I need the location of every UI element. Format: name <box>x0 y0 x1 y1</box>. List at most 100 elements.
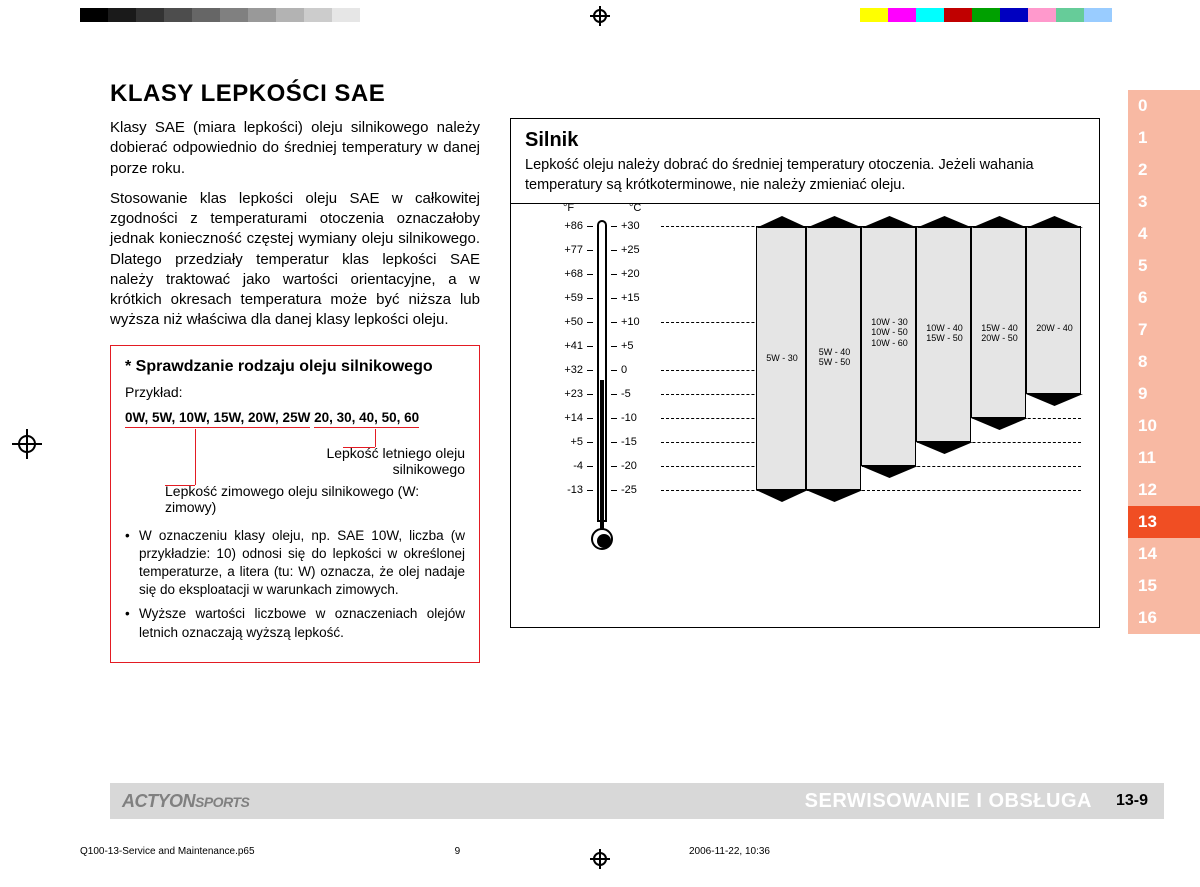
chapter-tab-0[interactable]: 0 <box>1128 90 1200 122</box>
chapter-tab-9[interactable]: 9 <box>1128 378 1200 410</box>
viscosity-bar: 5W - 30 <box>756 226 806 490</box>
gray-swatch <box>248 8 276 22</box>
chapter-tab-16[interactable]: 16 <box>1128 602 1200 634</box>
source-filename: Q100-13-Service and Maintenance.p65 <box>80 846 255 857</box>
chapter-tab-13[interactable]: 13 <box>1128 506 1200 538</box>
viscosity-label: 20W - 40 <box>1029 323 1080 333</box>
chart-description: Lepkość oleju należy dobrać do średniej … <box>511 156 1099 203</box>
chapter-tab-8[interactable]: 8 <box>1128 346 1200 378</box>
viscosity-bar: 10W - 3010W - 5010W - 60 <box>861 226 916 466</box>
temp-f-label: -4 <box>543 460 583 472</box>
summer-grades: 20, 30, 40, 50, 60 <box>314 410 419 428</box>
temp-c-label: 0 <box>621 364 661 376</box>
thermometer-icon <box>591 220 613 550</box>
chapter-tab-11[interactable]: 11 <box>1128 442 1200 474</box>
crosshair-bottom <box>590 849 610 869</box>
gray-swatch <box>332 8 360 22</box>
color-bar <box>860 8 1140 22</box>
legend-diagram: Lepkość letniego oleju silnikowego Lepko… <box>125 429 465 519</box>
crosshair-left <box>12 429 42 459</box>
viscosity-label: 15W - 4020W - 50 <box>974 323 1025 344</box>
note-2: Wyższe wartości liczbowe w oznaczeniach … <box>125 605 465 641</box>
viscosity-bar: 20W - 40 <box>1026 226 1081 394</box>
viscosity-label: 10W - 3010W - 5010W - 60 <box>864 317 915 348</box>
chapter-tab-12[interactable]: 12 <box>1128 474 1200 506</box>
temp-c-label: +20 <box>621 268 661 280</box>
crosshair-top <box>590 6 610 26</box>
viscosity-chart: °F °C +86+30+77+25+68+20+59+15+50+10+41+… <box>521 214 1089 617</box>
print-metadata: Q100-13-Service and Maintenance.p65 9 20… <box>80 846 1140 857</box>
page-number: 13-9 <box>1116 792 1148 810</box>
page-title: KLASY LEPKOŚCI SAE <box>110 80 1100 108</box>
viscosity-bar: 5W - 405W - 50 <box>806 226 861 490</box>
temp-c-label: +5 <box>621 340 661 352</box>
chapter-tab-14[interactable]: 14 <box>1128 538 1200 570</box>
chapter-tab-6[interactable]: 6 <box>1128 282 1200 314</box>
color-swatch <box>1028 8 1056 22</box>
oil-notes: W oznaczeniu klasy oleju, np. SAE 10W, l… <box>125 527 465 642</box>
unit-celsius: °C <box>629 202 641 214</box>
example-label: Przykład: <box>125 384 465 400</box>
oil-check-box: * Sprawdzanie rodzaju oleju silnikowego … <box>110 345 480 663</box>
temp-c-label: +15 <box>621 292 661 304</box>
temp-f-label: +5 <box>543 436 583 448</box>
chapter-tab-2[interactable]: 2 <box>1128 154 1200 186</box>
color-swatch <box>888 8 916 22</box>
temp-c-label: +30 <box>621 220 661 232</box>
legend-winter: Lepkość zimowego oleju silnikowego (W: z… <box>165 483 465 515</box>
temp-f-label: +32 <box>543 364 583 376</box>
right-column: Silnik Lepkość oleju należy dobrać do śr… <box>510 118 1100 663</box>
viscosity-label: 5W - 405W - 50 <box>809 347 860 368</box>
gray-swatch <box>192 8 220 22</box>
temp-c-label: +25 <box>621 244 661 256</box>
temp-c-label: -20 <box>621 460 661 472</box>
temp-f-label: +59 <box>543 292 583 304</box>
gray-swatch <box>220 8 248 22</box>
viscosity-label: 5W - 30 <box>759 353 805 363</box>
temp-f-label: +68 <box>543 268 583 280</box>
gray-swatch <box>80 8 108 22</box>
color-swatch <box>1000 8 1028 22</box>
viscosity-bar: 10W - 4015W - 50 <box>916 226 971 442</box>
chapter-tab-3[interactable]: 3 <box>1128 186 1200 218</box>
chapter-tab-7[interactable]: 7 <box>1128 314 1200 346</box>
temp-c-label: +10 <box>621 316 661 328</box>
gray-swatch <box>360 8 388 22</box>
temp-c-label: -10 <box>621 412 661 424</box>
color-swatch <box>1084 8 1112 22</box>
chapter-tab-10[interactable]: 10 <box>1128 410 1200 442</box>
intro-para-1: Klasy SAE (miara lepkości) oleju silniko… <box>110 118 480 179</box>
temp-c-label: -25 <box>621 484 661 496</box>
viscosity-label: 10W - 4015W - 50 <box>919 323 970 344</box>
color-swatch <box>1112 8 1140 22</box>
intro-para-2: Stosowanie klas lepkości oleju SAE w cał… <box>110 189 480 331</box>
gray-swatch <box>136 8 164 22</box>
winter-grades: 0W, 5W, 10W, 15W, 20W, 25W <box>125 410 310 428</box>
temp-f-label: +14 <box>543 412 583 424</box>
temp-f-label: +23 <box>543 388 583 400</box>
source-page: 9 <box>455 846 461 857</box>
gray-swatch <box>304 8 332 22</box>
left-column: Klasy SAE (miara lepkości) oleju silniko… <box>110 118 480 663</box>
oil-check-title: * Sprawdzanie rodzaju oleju silnikowego <box>125 358 465 376</box>
temp-f-label: +77 <box>543 244 583 256</box>
viscosity-grades: 0W, 5W, 10W, 15W, 20W, 25W 20, 30, 40, 5… <box>125 410 465 425</box>
unit-fahrenheit: °F <box>563 202 574 214</box>
viscosity-bar: 15W - 4020W - 50 <box>971 226 1026 418</box>
grayscale-bar <box>80 8 388 22</box>
temp-c-label: -5 <box>621 388 661 400</box>
gray-swatch <box>164 8 192 22</box>
temp-f-label: +41 <box>543 340 583 352</box>
chapter-tab-4[interactable]: 4 <box>1128 218 1200 250</box>
temp-f-label: +86 <box>543 220 583 232</box>
page-footer-bar: ACTYONSPORTS SERWISOWANIE I OBSŁUGA 13-9 <box>110 783 1164 819</box>
color-swatch <box>972 8 1000 22</box>
chapter-tab-5[interactable]: 5 <box>1128 250 1200 282</box>
chapter-tab-1[interactable]: 1 <box>1128 122 1200 154</box>
gray-swatch <box>108 8 136 22</box>
temp-f-label: -13 <box>543 484 583 496</box>
section-title: SERWISOWANIE I OBSŁUGA <box>805 790 1092 813</box>
chapter-tabs: 012345678910111213141516 <box>1128 90 1200 634</box>
chapter-tab-15[interactable]: 15 <box>1128 570 1200 602</box>
note-1: W oznaczeniu klasy oleju, np. SAE 10W, l… <box>125 527 465 600</box>
